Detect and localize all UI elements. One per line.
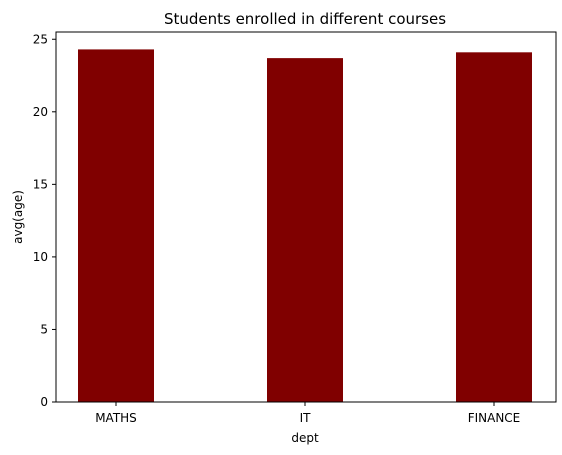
plot-frame [55,31,557,403]
bars [78,49,532,403]
y-tick-label: 25 [33,32,48,46]
chart-title: Students enrolled in different courses [164,10,446,28]
plot-area: 0 5 10 15 20 25 MATHS IT FINANCE [33,31,557,425]
y-tick-label: 20 [33,105,48,119]
y-tick-label: 5 [40,322,48,336]
bar-maths [78,49,154,402]
x-tick-label: FINANCE [468,411,521,425]
y-tick-label: 0 [40,395,48,409]
y-tick-label: 10 [33,250,48,264]
x-axis-label: dept [291,431,319,445]
x-axis-ticks: MATHS IT FINANCE [95,402,520,425]
x-tick-label: MATHS [95,411,137,425]
y-tick-label: 15 [33,177,48,191]
x-tick-label: IT [300,411,312,425]
bar-it [267,58,343,402]
bar-finance [456,52,532,403]
y-axis-ticks: 0 5 10 15 20 25 [33,32,56,409]
y-axis-label: avg(age) [11,190,25,244]
